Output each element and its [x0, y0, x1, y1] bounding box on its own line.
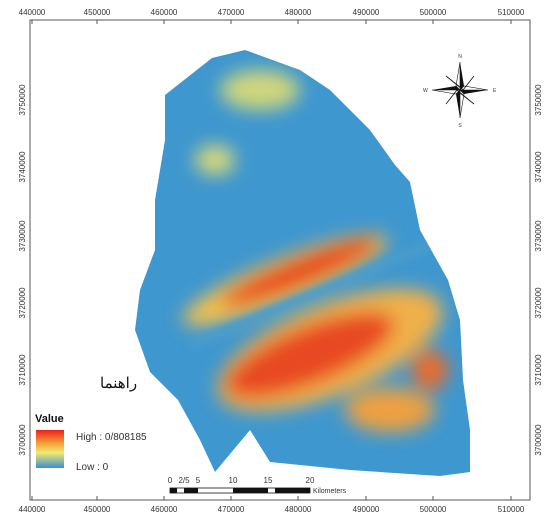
compass-n: N — [458, 54, 462, 60]
bottom-coord: 470000 — [218, 505, 245, 514]
raster — [135, 50, 470, 476]
top-coord: 480000 — [285, 8, 312, 17]
left-coord: 3720000 — [18, 287, 27, 319]
right-coord: 3750000 — [534, 84, 543, 116]
top-coord: 510000 — [498, 8, 525, 17]
compass-s: S — [458, 123, 462, 129]
bottom-coord: 460000 — [151, 505, 178, 514]
top-coord: 470000 — [218, 8, 245, 17]
top-coord: 440000 — [19, 8, 46, 17]
left-coord: 3750000 — [18, 84, 27, 116]
top-coord: 500000 — [420, 8, 447, 17]
scale-unit: Kilometers — [313, 488, 347, 495]
scale-label: 15 — [264, 476, 273, 485]
right-coord: 3740000 — [534, 151, 543, 183]
islet — [371, 175, 403, 191]
bottom-coord: 450000 — [84, 505, 111, 514]
top-coord: 460000 — [151, 8, 178, 17]
right-coord: 3730000 — [534, 220, 543, 252]
scale-label: 10 — [229, 476, 238, 485]
legend-high: High : 0/808185 — [76, 432, 147, 443]
compass-e: E — [493, 88, 497, 94]
scale-label: 2/5 — [178, 476, 190, 485]
left-coord: 3710000 — [18, 354, 27, 386]
left-coord: 3730000 — [18, 220, 27, 252]
top-coord: 490000 — [353, 8, 380, 17]
top-coord: 450000 — [84, 8, 111, 17]
map-frame — [29, 19, 531, 501]
right-coord: 3700000 — [534, 424, 543, 456]
right-coord: 3710000 — [534, 354, 543, 386]
legend-title: Value — [35, 413, 64, 425]
left-coord: 3740000 — [18, 151, 27, 183]
scale-bar — [169, 487, 311, 494]
scale-label: 5 — [196, 476, 201, 485]
bottom-coord: 490000 — [353, 505, 380, 514]
scale-label: 0 — [168, 476, 173, 485]
legend-ramp — [36, 430, 64, 468]
left-coord: 3700000 — [18, 424, 27, 456]
scale-label: 20 — [306, 476, 315, 485]
legend-low: Low : 0 — [76, 462, 109, 473]
compass-w: W — [423, 88, 428, 94]
bottom-coord: 500000 — [420, 505, 447, 514]
right-coord: 3720000 — [534, 287, 543, 319]
legend-heading: راهنما — [100, 375, 137, 392]
compass: N S E W — [423, 54, 497, 129]
bottom-coord: 480000 — [285, 505, 312, 514]
bottom-coord: 440000 — [19, 505, 46, 514]
bottom-coord: 510000 — [498, 505, 525, 514]
